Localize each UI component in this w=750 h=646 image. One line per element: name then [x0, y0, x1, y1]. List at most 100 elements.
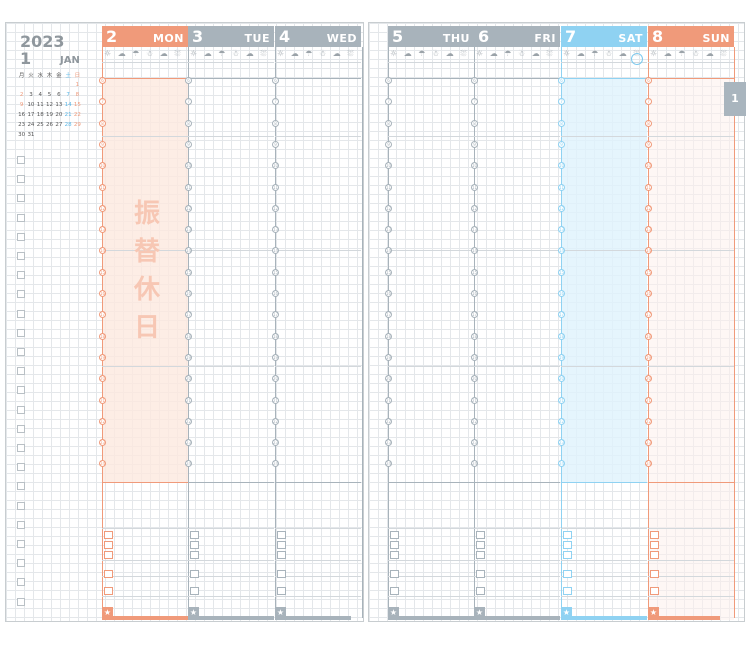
hour-marker[interactable]: 11	[99, 183, 106, 191]
todo-checkbox[interactable]	[17, 328, 25, 337]
hour-marker[interactable]: 14	[471, 247, 478, 255]
hour-marker[interactable]: 13	[558, 226, 565, 234]
hour-marker[interactable]: 21	[385, 396, 392, 404]
hour-marker[interactable]: 15	[185, 268, 192, 276]
todo-checkbox[interactable]	[17, 559, 25, 568]
hour-marker[interactable]: 24	[272, 460, 279, 468]
hour-marker[interactable]: 6	[645, 77, 652, 84]
todo-checkbox[interactable]	[17, 290, 25, 299]
hour-marker[interactable]: 7	[99, 98, 106, 106]
hour-marker[interactable]: 11	[471, 183, 478, 191]
hour-marker[interactable]: 23	[185, 439, 192, 447]
mood-box[interactable]	[390, 551, 399, 559]
mini-calendar-day[interactable]: 16	[18, 112, 26, 118]
tracker-box[interactable]	[277, 570, 286, 578]
star-icon[interactable]: ★	[648, 607, 659, 618]
mini-calendar-day[interactable]: 22	[73, 112, 81, 118]
mood-box[interactable]	[190, 531, 199, 539]
hour-marker[interactable]: 18	[272, 332, 279, 340]
mood-box[interactable]	[390, 541, 399, 549]
hour-marker[interactable]: 9	[558, 140, 565, 148]
hour-marker[interactable]: 24	[558, 460, 565, 468]
hour-marker[interactable]: 18	[645, 332, 652, 340]
hour-marker[interactable]: 13	[385, 226, 392, 234]
hour-marker[interactable]: 9	[272, 140, 279, 148]
mini-calendar-day[interactable]: 15	[73, 102, 81, 108]
hour-marker[interactable]: 19	[385, 353, 392, 361]
mini-calendar-day[interactable]: 29	[73, 122, 81, 128]
hour-marker[interactable]: 8	[471, 119, 478, 127]
hour-marker[interactable]: 17	[185, 311, 192, 319]
mood-box[interactable]	[104, 541, 113, 549]
hour-marker[interactable]: 21	[272, 396, 279, 404]
hour-marker[interactable]: 14	[99, 247, 106, 255]
tracker-box[interactable]	[390, 570, 399, 578]
weather-icons[interactable]: ☼ ☁ ☂ ☃ ☁ ⛆ ◐	[650, 49, 730, 58]
hour-marker[interactable]: 6	[99, 77, 106, 84]
mini-calendar-day[interactable]: 9	[19, 102, 24, 108]
hour-marker[interactable]: 23	[99, 439, 106, 447]
hour-marker[interactable]: 23	[272, 439, 279, 447]
todo-checkbox[interactable]	[17, 252, 25, 260]
hour-marker[interactable]: 14	[385, 247, 392, 255]
star-icon[interactable]: ★	[388, 607, 399, 618]
hour-marker[interactable]: 15	[385, 268, 392, 276]
todo-checkbox[interactable]	[17, 156, 25, 164]
hour-marker[interactable]: 16	[272, 290, 279, 297]
hour-marker[interactable]: 10	[99, 162, 106, 170]
hour-marker[interactable]: 8	[272, 119, 279, 127]
hour-marker[interactable]: 8	[385, 119, 392, 127]
hour-marker[interactable]: 12	[385, 204, 392, 212]
hour-marker[interactable]: 15	[99, 268, 106, 276]
weather-icons[interactable]: ☼ ☁ ☂ ☃ ☁ ⛆ ◐	[104, 49, 184, 58]
todo-checkbox[interactable]	[17, 597, 25, 606]
hour-marker[interactable]: 13	[99, 226, 106, 234]
todo-checkbox[interactable]	[17, 194, 25, 203]
todo-checkbox[interactable]	[17, 405, 25, 414]
hour-marker[interactable]: 7	[385, 98, 392, 106]
todo-checkbox[interactable]	[17, 578, 25, 587]
day-header-tue[interactable]: 3 TUE	[188, 26, 274, 47]
tracker-box[interactable]	[650, 587, 659, 595]
tracker-box[interactable]	[390, 587, 399, 595]
hour-marker[interactable]: 23	[558, 439, 565, 447]
hour-marker[interactable]: 12	[185, 204, 192, 212]
mood-box[interactable]	[104, 531, 113, 539]
weather-icons[interactable]: ☼ ☁ ☂ ☃ ☁ ⛆ ◐	[476, 49, 556, 58]
hour-marker[interactable]: 21	[558, 396, 565, 404]
mini-calendar-day[interactable]: 17	[27, 112, 35, 118]
hour-marker[interactable]: 11	[558, 183, 565, 191]
hour-marker[interactable]: 14	[272, 247, 279, 255]
mini-calendar-day[interactable]: 7	[66, 92, 70, 98]
tracker-box[interactable]	[104, 570, 113, 578]
hour-marker[interactable]: 14	[558, 247, 565, 255]
hour-marker[interactable]: 23	[385, 439, 392, 447]
weather-icons[interactable]: ☼ ☁ ☂ ☃ ☁ ⛆ ◐	[563, 49, 643, 58]
hour-marker[interactable]: 15	[645, 268, 652, 276]
mood-box[interactable]	[190, 551, 199, 559]
hour-marker[interactable]: 7	[645, 98, 652, 106]
hour-marker[interactable]: 20	[185, 375, 192, 383]
mood-box[interactable]	[476, 551, 485, 559]
tracker-box[interactable]	[476, 570, 485, 578]
hour-marker[interactable]: 12	[471, 204, 478, 212]
hour-marker[interactable]: 21	[471, 396, 478, 404]
mini-calendar-day[interactable]: 28	[64, 122, 72, 128]
hour-marker[interactable]: 6	[471, 77, 478, 84]
tracker-box[interactable]	[650, 570, 659, 578]
hour-marker[interactable]: 10	[385, 162, 392, 170]
mood-box[interactable]	[104, 551, 113, 559]
mood-box[interactable]	[563, 551, 572, 559]
hour-marker[interactable]: 7	[558, 98, 565, 106]
hour-marker[interactable]: 10	[645, 162, 652, 170]
hour-marker[interactable]: 14	[185, 247, 192, 255]
tracker-box[interactable]	[104, 587, 113, 595]
star-icon[interactable]: ★	[474, 607, 485, 618]
mini-calendar-day[interactable]: 6	[57, 92, 61, 98]
hour-marker[interactable]: 16	[558, 290, 565, 297]
mini-calendar-day[interactable]: 31	[27, 132, 35, 138]
hour-marker[interactable]: 16	[385, 290, 392, 297]
hour-marker[interactable]: 6	[385, 77, 392, 84]
mini-calendar-day[interactable]: 4	[38, 92, 42, 98]
mood-box[interactable]	[277, 551, 286, 559]
